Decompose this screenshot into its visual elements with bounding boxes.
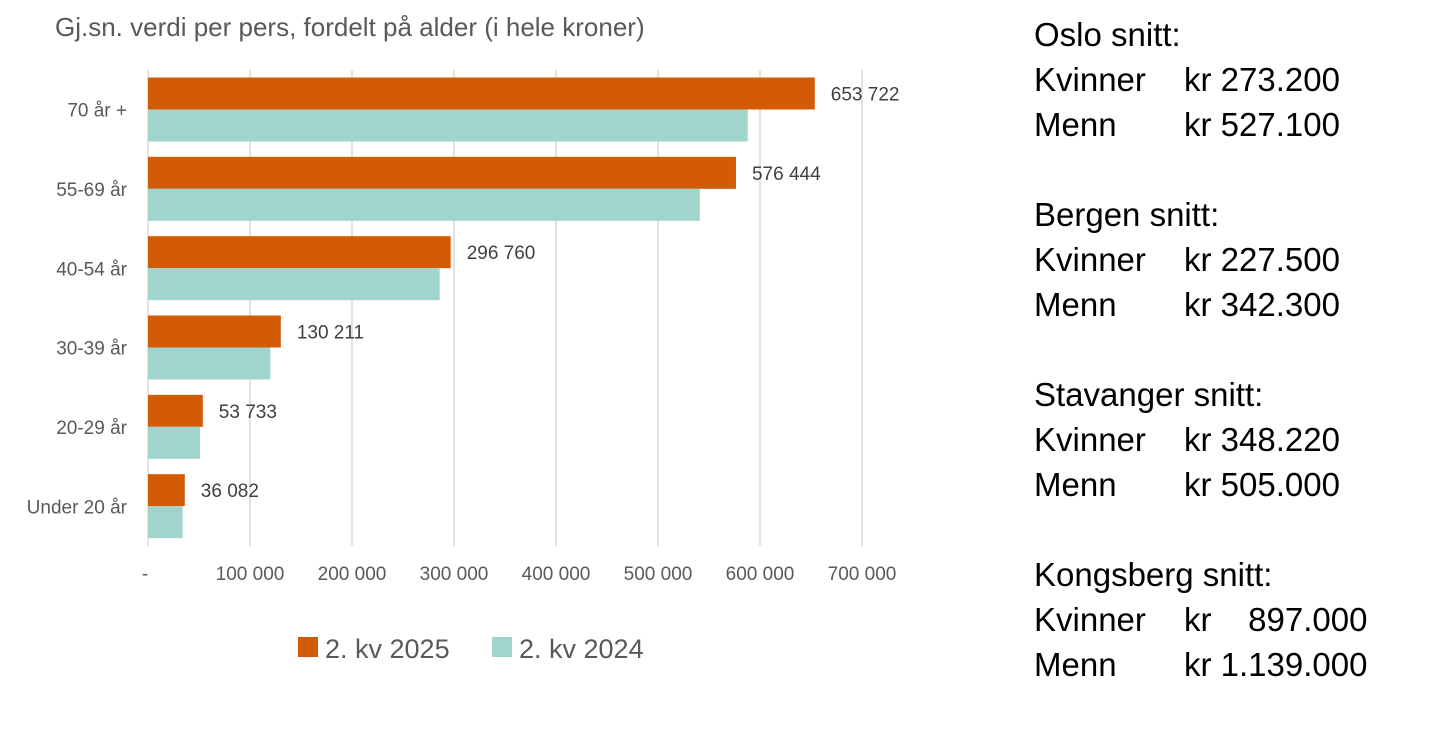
data-label: 296 760 [467, 243, 536, 264]
gender-label: Kvinner [1034, 61, 1146, 98]
summary-row: Menn kr 527.100 [1034, 102, 1434, 147]
gender-label: Kvinner [1034, 421, 1146, 458]
city-title: Stavanger snitt: [1034, 376, 1264, 413]
bar-series-2024 [148, 347, 271, 380]
data-label: 53 733 [219, 402, 277, 423]
average-value: kr 273.200 [1184, 61, 1340, 98]
bar-series-2025 [148, 236, 451, 269]
x-tick-label: - [142, 564, 148, 585]
legend: 2. kv 2025 2. kv 2024 [298, 634, 644, 664]
average-value: kr 227.500 [1184, 241, 1340, 278]
x-tick-label: 700 000 [828, 564, 897, 585]
category-label: Under 20 år [27, 497, 128, 518]
gender-label: Menn [1034, 286, 1117, 323]
category-label: 30-39 år [56, 339, 127, 360]
legend-swatch [298, 637, 318, 657]
gender-label: Menn [1034, 106, 1117, 143]
bar-series-2025 [148, 315, 281, 348]
average-value: kr 505.000 [1184, 466, 1340, 503]
data-label: 653 722 [831, 85, 900, 106]
bar-series-2025 [148, 394, 203, 427]
labels: - 100 000 200 000 300 000 400 000 500 000 600 … [27, 85, 900, 586]
bar-series-2024 [148, 426, 201, 459]
bars [148, 77, 815, 539]
city-summary-block: Stavanger snitt: Kvinner kr 348.220 Menn kr … [1034, 372, 1434, 507]
bar-series-2025 [148, 474, 185, 507]
grid-lines [147, 70, 863, 546]
summary-row: Menn kr 342.300 [1034, 282, 1434, 327]
bar-series-2025 [148, 156, 736, 189]
gender-label: Kvinner [1034, 601, 1146, 638]
average-value: kr 897.000 [1184, 601, 1368, 638]
x-tick-label: 300 000 [420, 564, 489, 585]
city-summary-block: Oslo snitt: Kvinner kr 273.200 Menn kr 527.1… [1034, 12, 1434, 147]
data-label: 130 211 [297, 323, 364, 344]
x-tick-label: 200 000 [318, 564, 387, 585]
bar-series-2024 [148, 109, 748, 142]
average-value: kr 348.220 [1184, 421, 1340, 458]
category-label: 20-29 år [56, 418, 127, 439]
data-label: 576 444 [752, 164, 821, 185]
bar-series-2024 [148, 188, 700, 221]
gender-label: Menn [1034, 466, 1117, 503]
city-title: Bergen snitt: [1034, 196, 1220, 233]
average-value: kr 527.100 [1184, 106, 1340, 143]
city-title: Kongsberg snitt: [1034, 556, 1273, 593]
summary-row: Kvinner kr 227.500 [1034, 237, 1434, 282]
bar-series-2024 [148, 506, 183, 539]
category-label: 55-69 år [56, 180, 127, 201]
legend-swatch [492, 637, 512, 657]
summary-row: Kvinner kr 273.200 [1034, 57, 1434, 102]
data-label: 36 082 [201, 481, 259, 502]
city-summary-block: Bergen snitt: Kvinner kr 227.500 Menn kr 342… [1034, 192, 1434, 327]
chart-title: Gj.sn. verdi per pers, fordelt på alder … [55, 12, 645, 42]
gender-label: Kvinner [1034, 241, 1146, 278]
x-tick-label: 100 000 [216, 564, 285, 585]
summary-row: Menn kr 505.000 [1034, 462, 1434, 507]
city-title: Oslo snitt: [1034, 16, 1181, 53]
summary-row: Kvinner kr 348.220 [1034, 417, 1434, 462]
city-summary-block: Kongsberg snitt: Kvinner kr 897.000 Menn kr … [1034, 552, 1434, 687]
x-tick-label: 600 000 [726, 564, 795, 585]
city-summary-panel: Oslo snitt: Kvinner kr 273.200 Menn kr 527.1… [1034, 12, 1434, 732]
average-value: kr 342.300 [1184, 286, 1340, 323]
x-tick-label: 400 000 [522, 564, 591, 585]
bar-series-2024 [148, 268, 440, 301]
summary-row: Kvinner kr 897.000 [1034, 597, 1434, 642]
bar-series-2025 [148, 77, 815, 110]
average-value: kr 1.139.000 [1184, 646, 1368, 683]
category-label: 70 år + [67, 101, 127, 122]
bar-chart: Gj.sn. verdi per pers, fordelt på alder … [27, 12, 900, 664]
category-label: 40-54 år [56, 259, 127, 280]
legend-label: 2. kv 2024 [519, 634, 644, 664]
summary-row: Menn kr 1.139.000 [1034, 642, 1434, 687]
legend-label: 2. kv 2025 [325, 634, 450, 664]
x-tick-label: 500 000 [624, 564, 693, 585]
gender-label: Menn [1034, 646, 1117, 683]
